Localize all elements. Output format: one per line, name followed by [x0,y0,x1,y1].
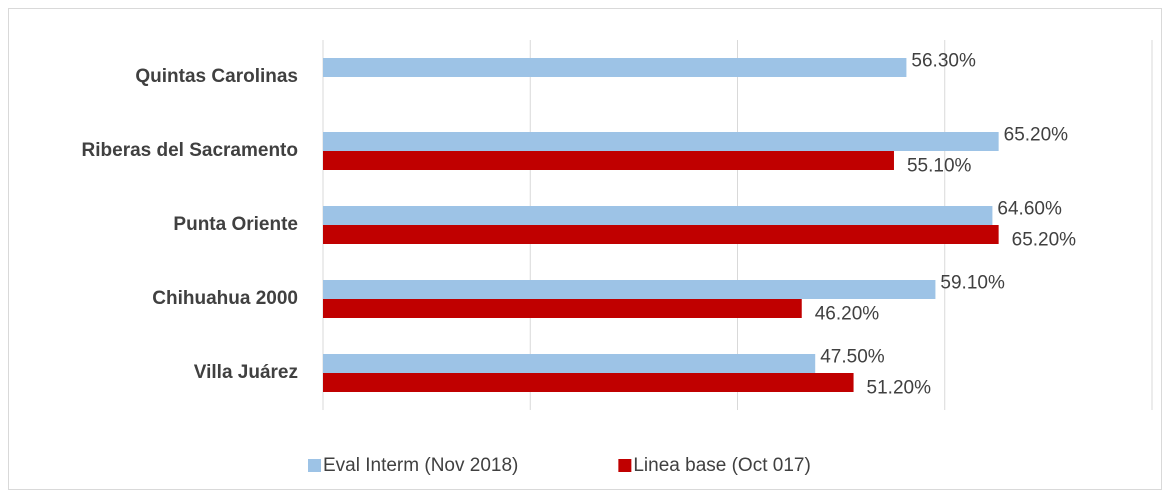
bar [323,280,936,299]
bar [323,151,894,170]
category-label: Quintas Carolinas [135,66,298,87]
value-label: 65.20% [1004,125,1069,146]
category-label: Punta Oriente [173,214,298,235]
value-label: 47.50% [820,347,885,368]
chart-border [8,8,1162,490]
bar [323,373,854,392]
value-label: 56.30% [911,51,976,72]
value-label: 46.20% [815,304,880,325]
bar [323,58,907,77]
legend-swatch [308,459,321,472]
category-label: Villa Juárez [194,362,298,383]
legend-label: Eval Interm (Nov 2018) [323,455,518,476]
value-label: 59.10% [940,273,1005,294]
legend-swatch [618,459,632,472]
bar [323,132,999,151]
value-label: 55.10% [907,156,972,177]
value-label: 64.60% [997,199,1062,220]
category-label: Chihuahua 2000 [152,288,298,309]
legend-label: Linea base (Oct 017) [633,455,810,476]
value-label: 65.20% [1012,230,1077,251]
bar [323,206,993,225]
bar [323,299,802,318]
category-label: Riberas del Sacramento [82,140,298,161]
bar [323,225,999,244]
bar [323,354,816,373]
value-label: 51.20% [867,378,932,399]
